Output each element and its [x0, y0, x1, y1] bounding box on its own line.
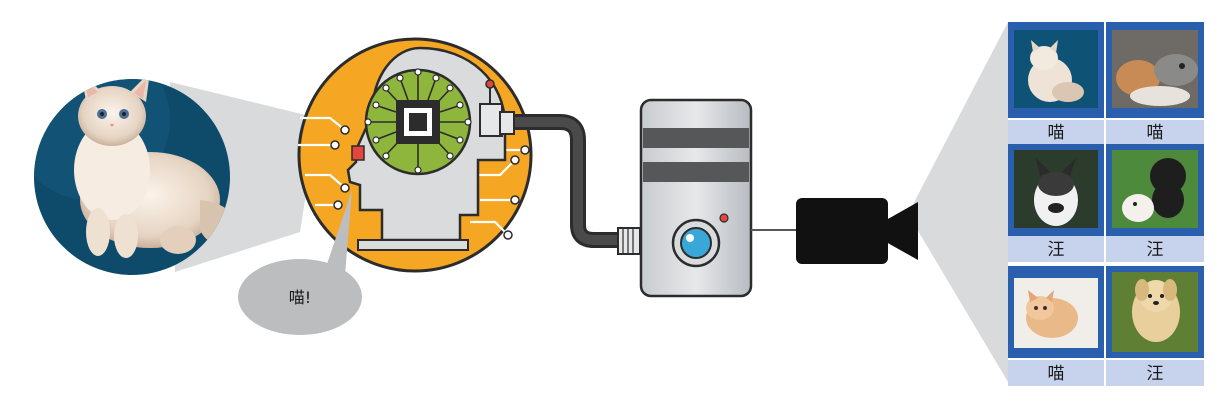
- dataset-item: [1106, 22, 1204, 118]
- label-cell: [1106, 360, 1204, 386]
- dataset-item: [1008, 144, 1104, 236]
- label-cell: [1106, 120, 1204, 144]
- dataset-label: 汪: [1147, 364, 1164, 384]
- sensor-indicator: [351, 145, 365, 161]
- label-cell: [1008, 360, 1104, 386]
- dataset-label: 喵: [1048, 123, 1065, 143]
- label-cell: [1008, 120, 1104, 144]
- data-cable: [499, 111, 641, 255]
- label-cell: [1008, 236, 1104, 262]
- dataset-label: 汪: [1048, 240, 1065, 260]
- view-beam-right: [908, 22, 1008, 382]
- dataset-label: 汪: [1147, 240, 1164, 260]
- speech-bubble: 喵!: [238, 190, 362, 335]
- dataset-item: [1008, 266, 1104, 358]
- computer-tower: [639, 98, 753, 298]
- dataset-item: [1106, 266, 1204, 358]
- label-cell: [1106, 236, 1204, 262]
- antenna-light: [485, 79, 495, 89]
- dataset-label: 喵: [1048, 364, 1065, 384]
- dataset-label: 喵: [1147, 123, 1164, 143]
- dataset-item: [1008, 22, 1104, 118]
- dataset-item: [1106, 144, 1204, 236]
- power-led: [719, 213, 729, 223]
- video-camera-icon: [796, 198, 918, 264]
- input-cat-photo: [34, 79, 230, 275]
- neural-network-brain: [297, 37, 533, 273]
- training-dataset-panel: 喵 喵 汪 汪: [1008, 22, 1204, 386]
- speech-bubble-text: 喵!: [289, 288, 311, 307]
